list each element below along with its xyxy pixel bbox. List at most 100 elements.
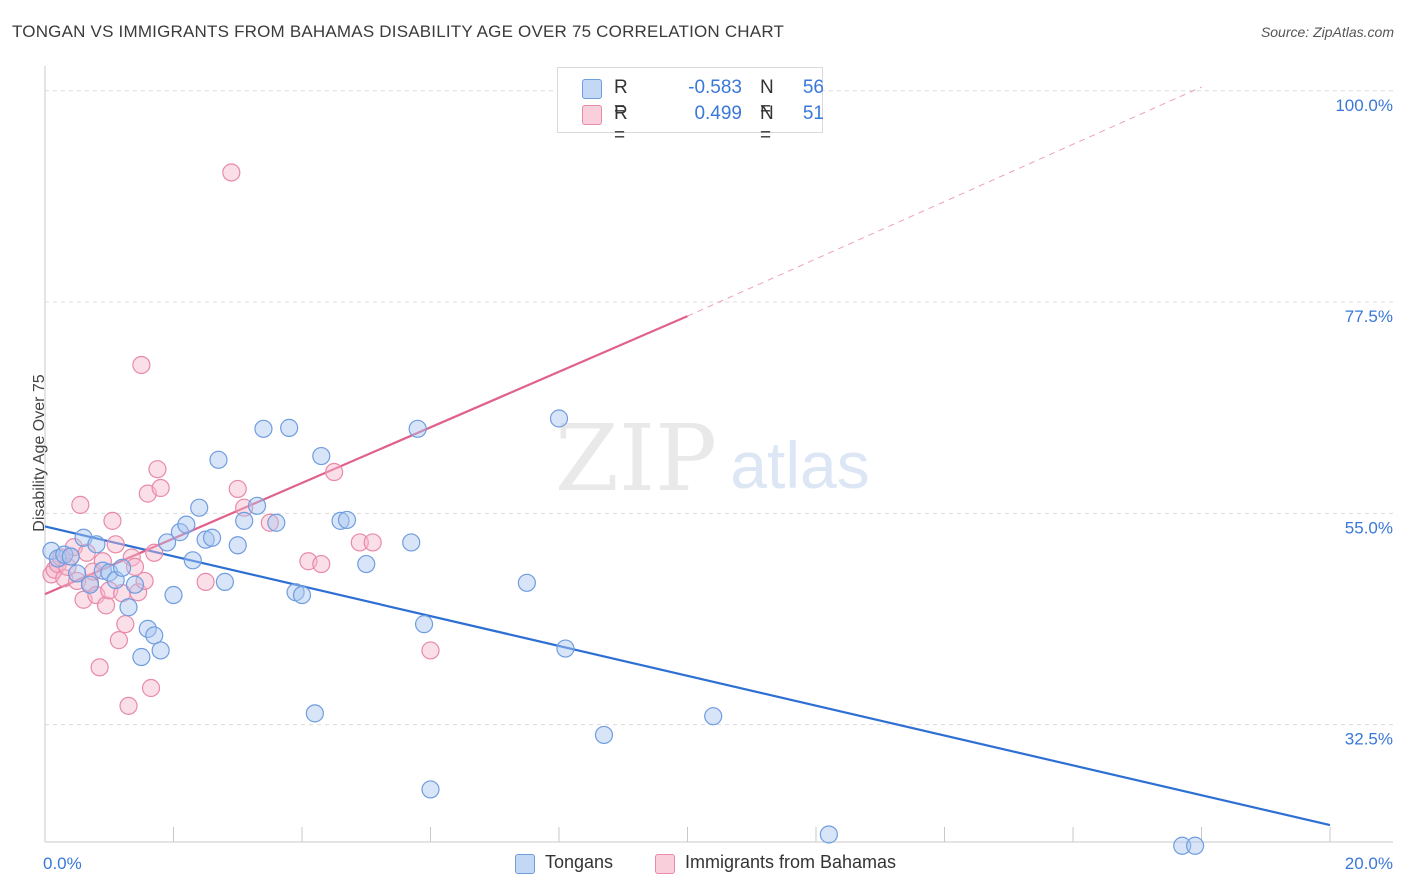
chart-title: TONGAN VS IMMIGRANTS FROM BAHAMAS DISABI… — [12, 22, 785, 41]
tongan-point — [138, 619, 157, 638]
tongan-point — [421, 780, 440, 799]
tongan-point — [145, 626, 164, 645]
tongan-point — [190, 498, 209, 517]
tongan-point — [402, 533, 421, 552]
tongan-point — [215, 572, 234, 591]
tongan-point — [549, 409, 569, 428]
tongan-point — [408, 419, 427, 438]
r-label: R = — [614, 77, 628, 120]
tongan-point — [235, 511, 254, 530]
bahamas-point — [90, 658, 109, 677]
y-tick-label: 100.0% — [1335, 96, 1393, 115]
gridlines — [45, 90, 1393, 726]
bahamas-point — [228, 479, 247, 499]
blue-swatch — [515, 854, 535, 874]
tongan-point — [414, 615, 434, 634]
tongan-point — [1185, 836, 1205, 855]
n-value: 51 — [802, 103, 824, 124]
bahamas-point — [132, 355, 151, 375]
r-value: 0.499 — [694, 103, 742, 124]
watermark-atlas: atlas — [730, 428, 869, 502]
tongan-point — [151, 641, 170, 660]
pink-swatch — [582, 105, 602, 125]
blue-swatch — [582, 79, 602, 99]
x-tick-label: 20.0% — [1345, 854, 1393, 873]
tongan-point — [61, 547, 80, 566]
tongan-point — [1173, 836, 1192, 855]
tongan-point — [132, 647, 151, 667]
tongan-point — [228, 536, 247, 555]
tongan-point — [202, 528, 222, 547]
watermark: ZIP atlas — [555, 405, 870, 512]
tongan-point — [177, 515, 196, 534]
tongan-point — [112, 558, 132, 577]
bahamas-point — [145, 543, 164, 562]
bahamas-point — [125, 557, 145, 576]
axes — [44, 66, 1393, 843]
legend-label: Tongans — [545, 852, 614, 872]
bahamas-point — [421, 641, 440, 660]
source-label: Source: ZipAtlas.com — [1260, 24, 1394, 40]
bahamas-point — [312, 554, 331, 574]
tongan-point — [87, 535, 106, 554]
data-points — [42, 78, 1205, 855]
tongan-point — [556, 639, 575, 658]
bahamas-point — [222, 163, 241, 182]
bahamas-point — [260, 513, 279, 532]
tongan-point — [517, 573, 536, 592]
x-tick-label: 0.0% — [43, 854, 82, 873]
bahamas-point — [109, 631, 128, 650]
trend-lines — [44, 86, 1331, 827]
n-label: N = — [760, 103, 774, 146]
tongan-point — [164, 585, 183, 605]
tongan-point — [312, 446, 331, 466]
bahamas-trend-line — [44, 315, 688, 596]
tongan-point — [170, 523, 190, 542]
tongan-point — [55, 545, 74, 564]
tongan-point — [357, 554, 376, 574]
tongan-point — [68, 564, 87, 583]
r-value: -0.583 — [688, 77, 742, 98]
bahamas-point — [151, 478, 170, 498]
y-tick-label: 32.5% — [1345, 730, 1393, 749]
tongan-point — [337, 510, 357, 530]
correlation-legend: R = -0.583 N = 56 R = 0.499 N = 51 — [557, 67, 824, 146]
tongan-point — [125, 575, 145, 594]
pink-swatch — [655, 854, 675, 874]
y-axis-title: Disability Age Over 75 — [31, 374, 48, 532]
tongan-point — [267, 513, 286, 532]
watermark-zip: ZIP — [555, 405, 717, 512]
bahamas-point — [93, 552, 112, 571]
bahamas-point — [350, 533, 369, 552]
tongan-point — [305, 704, 324, 723]
legend-label: Immigrants from Bahamas — [685, 852, 897, 872]
bahamas-point — [196, 572, 215, 591]
y-tick-label: 77.5% — [1345, 307, 1393, 326]
tongan-point — [196, 530, 215, 549]
r-label: R = — [614, 103, 628, 146]
tongan-point — [292, 585, 312, 605]
tongan-point — [254, 419, 273, 438]
n-value: 56 — [802, 77, 824, 98]
bahamas-point — [148, 460, 167, 479]
tongan-point — [183, 551, 202, 570]
tongan-point — [704, 707, 723, 726]
bahamas-point — [135, 571, 154, 591]
bahamas-point — [116, 615, 135, 634]
tongan-point — [331, 511, 350, 530]
tongan-point — [119, 598, 138, 617]
tongan-point — [819, 825, 838, 844]
tongan-point — [157, 533, 177, 552]
tongan-point — [209, 450, 228, 469]
tongan-point — [594, 725, 614, 745]
tongan-trend-line — [44, 525, 1331, 827]
bahamas-point — [96, 596, 116, 615]
tongan-point — [93, 561, 112, 580]
tongan-point — [247, 496, 267, 515]
tongan-point — [80, 575, 100, 594]
n-label: N = — [760, 77, 774, 120]
y-tick-label: 55.0% — [1345, 518, 1393, 537]
bahamas-point — [363, 533, 382, 552]
bahamas-point — [119, 696, 138, 715]
